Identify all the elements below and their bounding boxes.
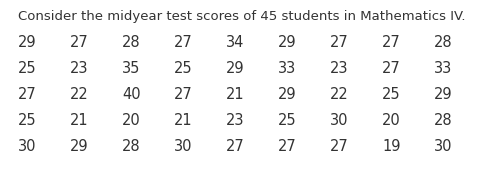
- Text: 20: 20: [382, 113, 401, 128]
- Text: 25: 25: [174, 61, 193, 76]
- Text: 25: 25: [18, 113, 36, 128]
- Text: 27: 27: [18, 87, 37, 102]
- Text: 21: 21: [174, 113, 193, 128]
- Text: 27: 27: [330, 139, 349, 154]
- Text: 27: 27: [278, 139, 297, 154]
- Text: 30: 30: [330, 113, 348, 128]
- Text: 30: 30: [174, 139, 193, 154]
- Text: 27: 27: [382, 61, 401, 76]
- Text: 28: 28: [434, 113, 452, 128]
- Text: 33: 33: [278, 61, 296, 76]
- Text: 29: 29: [278, 35, 296, 50]
- Text: 19: 19: [382, 139, 400, 154]
- Text: 21: 21: [70, 113, 88, 128]
- Text: 29: 29: [434, 87, 452, 102]
- Text: 20: 20: [122, 113, 141, 128]
- Text: 29: 29: [278, 87, 296, 102]
- Text: 29: 29: [226, 61, 244, 76]
- Text: 25: 25: [278, 113, 296, 128]
- Text: 27: 27: [226, 139, 245, 154]
- Text: 27: 27: [70, 35, 89, 50]
- Text: 27: 27: [330, 35, 349, 50]
- Text: 33: 33: [434, 61, 452, 76]
- Text: 25: 25: [18, 61, 36, 76]
- Text: 29: 29: [18, 35, 36, 50]
- Text: 22: 22: [70, 87, 89, 102]
- Text: 23: 23: [226, 113, 244, 128]
- Text: 21: 21: [226, 87, 244, 102]
- Text: 40: 40: [122, 87, 141, 102]
- Text: 28: 28: [122, 35, 141, 50]
- Text: 27: 27: [174, 35, 193, 50]
- Text: 27: 27: [382, 35, 401, 50]
- Text: 23: 23: [330, 61, 348, 76]
- Text: 30: 30: [18, 139, 36, 154]
- Text: 25: 25: [382, 87, 400, 102]
- Text: 29: 29: [70, 139, 88, 154]
- Text: 27: 27: [174, 87, 193, 102]
- Text: 28: 28: [434, 35, 452, 50]
- Text: 30: 30: [434, 139, 452, 154]
- Text: 22: 22: [330, 87, 349, 102]
- Text: 23: 23: [70, 61, 88, 76]
- Text: 35: 35: [122, 61, 141, 76]
- Text: 28: 28: [122, 139, 141, 154]
- Text: Consider the midyear test scores of 45 students in Mathematics IV.: Consider the midyear test scores of 45 s…: [18, 10, 466, 23]
- Text: 34: 34: [226, 35, 244, 50]
